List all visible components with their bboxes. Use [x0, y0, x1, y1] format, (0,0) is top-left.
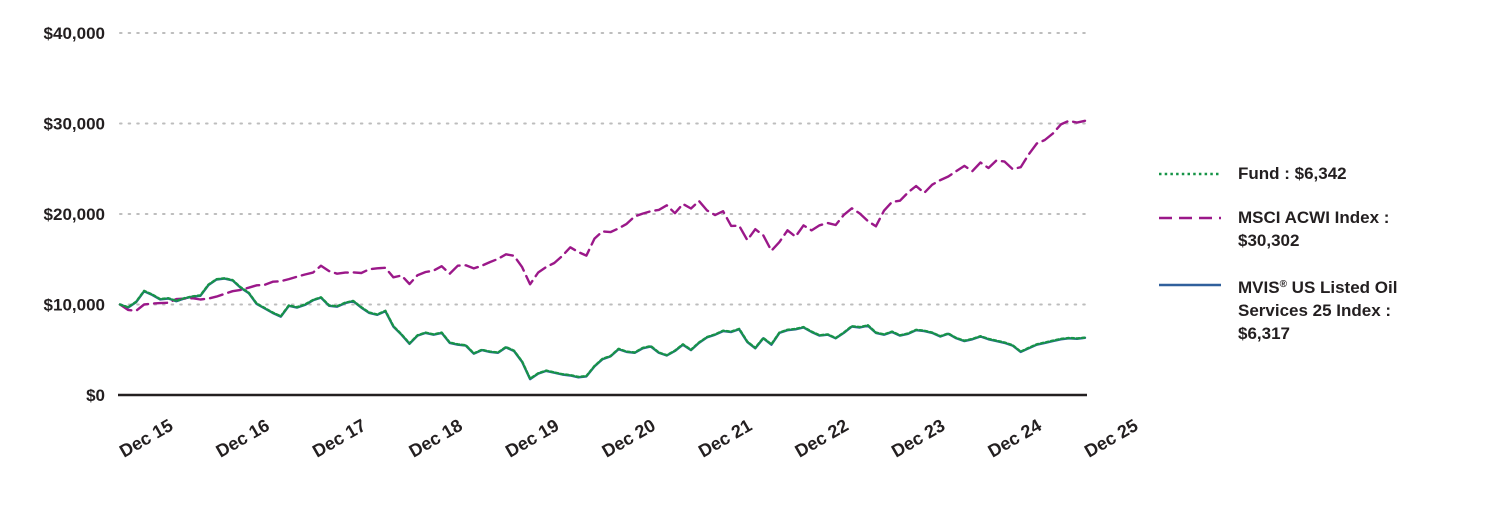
x-axis-label: Dec 24 [985, 415, 1045, 461]
y-axis-label: $20,000 [44, 205, 105, 224]
x-axis-label: Dec 23 [888, 415, 948, 461]
x-axis-label: Dec 22 [792, 415, 852, 461]
x-axis-label: Dec 25 [1081, 415, 1141, 461]
x-axis-label: Dec 21 [695, 415, 755, 461]
x-axis-label: Dec 17 [309, 415, 369, 461]
legend-item-mvis: MVIS® US Listed Oil Services 25 Index : … [1158, 273, 1426, 345]
series-line-solid [118, 277, 1087, 381]
legend-label-msci: MSCI ACWI Index : $30,302 [1238, 208, 1390, 250]
mvis-line-swatch [1159, 283, 1221, 287]
series-line-dotted [118, 277, 1087, 380]
legend-item-fund: Fund : $6,342 [1158, 162, 1426, 185]
msci-line-swatch [1159, 216, 1221, 220]
series-line-dashed [118, 119, 1087, 312]
y-axis-label: $30,000 [44, 115, 105, 134]
x-axis-label: Dec 19 [502, 415, 562, 461]
x-axis-label: Dec 18 [406, 415, 466, 461]
x-axis-label: Dec 15 [116, 415, 176, 461]
fund-line-swatch [1159, 172, 1221, 176]
legend-label-fund: Fund : $6,342 [1238, 164, 1347, 183]
y-axis-label: $10,000 [44, 296, 105, 315]
chart-legend: Fund : $6,342 MSCI ACWI Index : $30,302 … [1158, 162, 1426, 366]
x-axis-label: Dec 20 [599, 415, 659, 461]
x-axis-label: Dec 16 [213, 415, 273, 461]
legend-item-msci: MSCI ACWI Index : $30,302 [1158, 206, 1426, 252]
legend-label-mvis: MVIS® US Listed Oil Services 25 Index : … [1238, 278, 1398, 343]
y-axis-label: $0 [86, 386, 105, 405]
y-axis-label: $40,000 [44, 24, 105, 43]
